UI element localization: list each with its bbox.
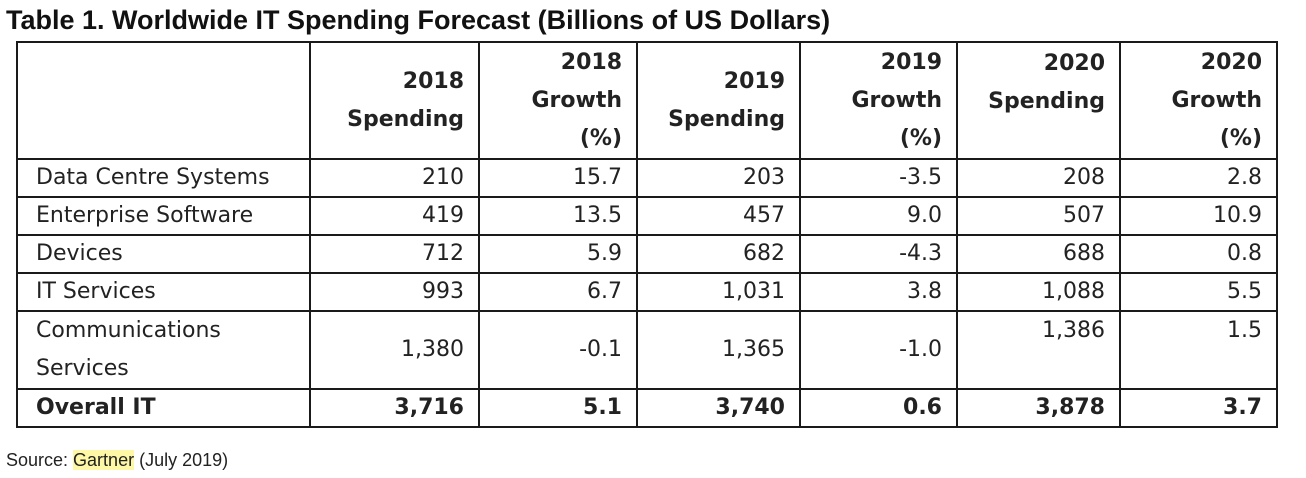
cell-value: 2.8 <box>1119 158 1278 198</box>
cell-value: 6.7 <box>478 272 638 312</box>
cell-value: 712 <box>309 234 480 274</box>
row-label: Devices <box>16 234 311 274</box>
cell-value: 1,380 <box>309 310 480 390</box>
row-label: Overall IT <box>16 388 311 428</box>
cell-value: 0.8 <box>1119 234 1278 274</box>
gartner-link[interactable]: Gartner <box>73 450 135 470</box>
cell-value: 10.9 <box>1119 196 1278 236</box>
cell-value: -0.1 <box>478 310 638 390</box>
source-prefix: Source: <box>6 450 74 470</box>
row-label: Communications Services <box>16 310 311 390</box>
table-row: Enterprise Software 419 13.5 457 9.0 507… <box>16 196 1278 236</box>
table-row: IT Services 993 6.7 1,031 3.8 1,088 5.5 <box>16 272 1278 312</box>
header-cell-2019-spending: 2019 Spending <box>636 41 801 160</box>
source-suffix: (July 2019) <box>134 450 229 470</box>
cell-value: 210 <box>309 158 480 198</box>
cell-value: 3,740 <box>636 388 801 428</box>
cell-value: 13.5 <box>478 196 638 236</box>
cell-value: 682 <box>636 234 801 274</box>
cell-value: 457 <box>636 196 801 236</box>
cell-value: 203 <box>636 158 801 198</box>
cell-value: 9.0 <box>799 196 958 236</box>
cell-value: 688 <box>956 234 1121 274</box>
table-row: Data Centre Systems 210 15.7 203 -3.5 20… <box>16 158 1278 198</box>
header-cell-2018-spending: 2018 Spending <box>309 41 480 160</box>
cell-value: -1.0 <box>799 310 958 390</box>
cell-value: 419 <box>309 196 480 236</box>
cell-value: 3.7 <box>1119 388 1278 428</box>
row-label: Enterprise Software <box>16 196 311 236</box>
row-label: IT Services <box>16 272 311 312</box>
table-row: Devices 712 5.9 682 -4.3 688 0.8 <box>16 234 1278 274</box>
total-row: Overall IT 3,716 5.1 3,740 0.6 3,878 3.7 <box>16 388 1278 428</box>
header-cell-2019-growth: 2019 Growth (%) <box>799 41 958 160</box>
row-label: Data Centre Systems <box>16 158 311 198</box>
header-cell-2020-growth: 2020 Growth (%) <box>1119 41 1278 160</box>
cell-value: 1,031 <box>636 272 801 312</box>
cell-value: 3.8 <box>799 272 958 312</box>
cell-value: 993 <box>309 272 480 312</box>
header-cell-category <box>16 41 311 160</box>
cell-value: 3,878 <box>956 388 1121 428</box>
cell-value: 0.6 <box>799 388 958 428</box>
source-note: Source: Gartner (July 2019) <box>6 448 228 472</box>
header-cell-2018-growth: 2018 Growth (%) <box>478 41 638 160</box>
cell-value: -4.3 <box>799 234 958 274</box>
table-row: Communications Services 1,380 -0.1 1,365… <box>16 310 1278 390</box>
cell-value: 5.5 <box>1119 272 1278 312</box>
cell-value: 15.7 <box>478 158 638 198</box>
cell-value: 1,386 <box>956 310 1121 390</box>
cell-value: 208 <box>956 158 1121 198</box>
cell-value: 1,365 <box>636 310 801 390</box>
table-title: Table 1. Worldwide IT Spending Forecast … <box>6 5 831 35</box>
cell-value: 5.9 <box>478 234 638 274</box>
cell-value: 1.5 <box>1119 310 1278 390</box>
cell-value: 1,088 <box>956 272 1121 312</box>
header-row: 2018 Spending 2018 Growth (%) 2019 Spend… <box>16 41 1278 160</box>
cell-value: 3,716 <box>309 388 480 428</box>
it-spending-table: 2018 Spending 2018 Growth (%) 2019 Spend… <box>16 41 1278 428</box>
cell-value: -3.5 <box>799 158 958 198</box>
cell-value: 5.1 <box>478 388 638 428</box>
header-cell-2020-spending: 2020 Spending <box>956 41 1121 160</box>
cell-value: 507 <box>956 196 1121 236</box>
